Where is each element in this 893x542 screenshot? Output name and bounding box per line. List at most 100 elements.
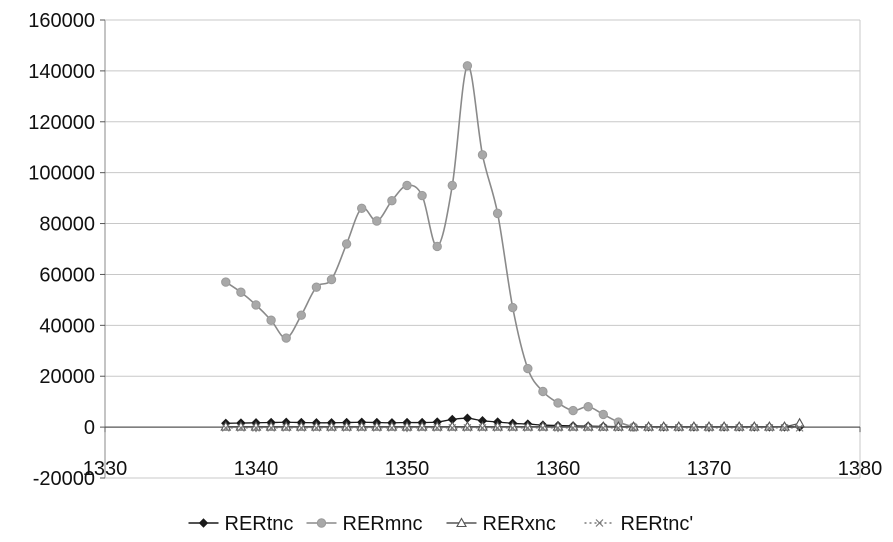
x-marker-stroke [357, 423, 366, 432]
data-point [750, 423, 759, 432]
x-marker-stroke [267, 423, 276, 432]
data-point [447, 180, 457, 191]
data-point [432, 241, 442, 252]
series-group [220, 61, 806, 432]
x-marker-stroke [614, 423, 623, 432]
x-marker-stroke [463, 423, 472, 432]
x-marker-stroke [372, 423, 381, 432]
x-marker-stroke [750, 423, 759, 432]
legend-marker [316, 518, 327, 528]
x-marker-stroke [599, 423, 608, 432]
data-point [448, 423, 457, 432]
x-marker-stroke [252, 423, 260, 432]
data-point [266, 315, 276, 325]
data-point [357, 423, 366, 432]
data-point [387, 195, 397, 206]
y-tick-label: -20000 [33, 468, 95, 490]
legend-marker [595, 519, 604, 527]
legend-label: RERtnc [225, 513, 294, 535]
x-marker-stroke [705, 423, 713, 432]
legend-item: RERtnc [188, 513, 294, 535]
x-tick-label: 1330 [83, 458, 128, 480]
x-marker-stroke [780, 423, 789, 432]
data-point [433, 423, 442, 432]
tick-labels: -20000 0 20000 40000 60000 80000 100000 120000 1… [28, 10, 882, 490]
x-marker-stroke [584, 423, 593, 432]
x-marker-stroke [221, 423, 230, 432]
x-marker-stroke [554, 423, 562, 432]
y-tick-label: 120000 [28, 112, 95, 134]
data-point [523, 423, 532, 432]
legend-item: RERxnc [446, 513, 556, 535]
x-tick-label: 1340 [234, 458, 279, 480]
x-marker-stroke [689, 423, 698, 432]
legend-item: RERmnc [306, 513, 423, 535]
data-point [297, 423, 306, 432]
data-point [584, 423, 593, 432]
data-point [765, 423, 774, 432]
x-marker-stroke [538, 423, 547, 432]
data-point [674, 423, 683, 432]
x-marker-stroke [478, 423, 487, 432]
series-rertnc [221, 423, 804, 432]
y-tick-label: 0 [84, 417, 95, 439]
series-line [225, 64, 634, 428]
legend-marker [198, 518, 209, 528]
legend-label: RERmnc [343, 513, 423, 535]
y-tick-label: 20000 [39, 366, 95, 388]
data-point [538, 423, 547, 432]
data-point [236, 287, 246, 297]
data-point [794, 417, 806, 428]
x-marker-stroke [327, 423, 336, 432]
data-point [689, 423, 698, 432]
data-point [795, 423, 804, 432]
y-tick-label: 160000 [28, 10, 95, 32]
data-point [462, 61, 473, 71]
legend: RERtnc RERmnc RERxnc RERtnc' [188, 513, 693, 535]
x-marker-stroke [569, 423, 578, 432]
data-point [221, 277, 231, 287]
legend-label: RERxnc [483, 513, 556, 535]
y-tick-label: 60000 [39, 264, 95, 286]
data-point [372, 423, 381, 432]
legend-item: RERtnc' [584, 513, 693, 535]
x-marker-stroke [720, 423, 729, 432]
x-marker-stroke [644, 423, 653, 432]
data-point [629, 423, 638, 432]
data-point [327, 423, 336, 432]
data-point [372, 216, 382, 226]
data-point [705, 423, 713, 432]
data-point [493, 423, 502, 432]
data-point [221, 423, 230, 432]
data-point [341, 239, 352, 249]
y-tick-label: 40000 [39, 315, 95, 337]
data-point [312, 423, 321, 432]
data-point [418, 423, 427, 432]
x-tick-label: 1350 [385, 458, 430, 480]
x-marker-stroke [735, 423, 744, 432]
data-point [492, 208, 503, 219]
data-point [477, 150, 488, 160]
data-point [554, 423, 562, 432]
data-point [478, 423, 487, 432]
data-point [236, 423, 245, 432]
series-rermnc [221, 61, 639, 432]
data-point [357, 203, 367, 213]
x-marker-stroke [236, 423, 245, 432]
x-marker-stroke [448, 423, 457, 432]
x-marker-stroke [433, 423, 442, 432]
data-point [311, 282, 322, 292]
x-marker-stroke [508, 423, 517, 432]
data-point [568, 405, 578, 416]
data-point [508, 423, 517, 432]
data-point [342, 423, 351, 432]
data-point [326, 274, 337, 285]
x-marker-stroke [595, 519, 604, 527]
data-point [720, 423, 729, 432]
data-point [251, 300, 261, 310]
data-point [735, 423, 744, 432]
data-point [538, 386, 548, 397]
grid-lines [105, 19, 860, 479]
